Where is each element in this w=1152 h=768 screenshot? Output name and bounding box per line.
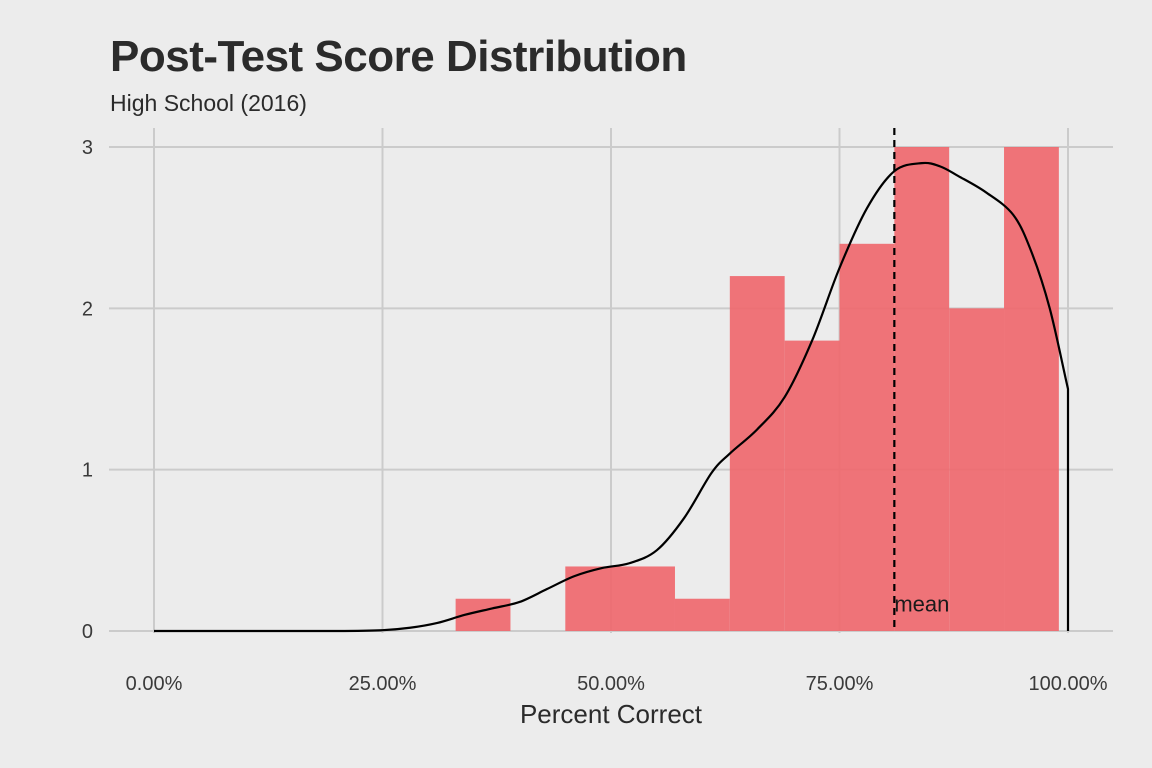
histogram-bar: [949, 308, 1005, 631]
x-tick-label: 25.00%: [349, 673, 417, 695]
mean-line-group: mean: [893, 128, 949, 631]
y-tick-label: 0: [82, 621, 93, 643]
x-tick-label: 50.00%: [577, 673, 645, 695]
y-tick-label: 3: [82, 137, 93, 159]
chart-subtitle: High School (2016): [110, 90, 307, 116]
x-tick-label: 100.00%: [1029, 673, 1108, 695]
x-axis-ticks: 0.00% 25.00% 50.00% 75.00% 100.00%: [126, 673, 1108, 695]
histogram-bar: [784, 340, 840, 631]
histogram-bar: [1004, 147, 1059, 631]
density-curve-group: [153, 161, 1070, 633]
histogram-bar: [894, 147, 950, 631]
y-tick-label: 2: [82, 298, 93, 320]
chart-title: Post-Test Score Distribution: [110, 32, 687, 81]
y-axis-ticks: 0 1 2 3: [82, 137, 93, 643]
y-tick-label: 1: [82, 460, 93, 482]
density-curve: [153, 161, 1070, 633]
x-tick-label: 75.00%: [806, 673, 874, 695]
x-tick-label: 0.00%: [126, 673, 183, 695]
histogram-bar: [674, 598, 730, 631]
histogram-bar: [839, 243, 895, 632]
mean-annotation: mean: [894, 592, 949, 617]
histogram-bars: [455, 147, 1059, 632]
histogram-bar: [729, 276, 785, 631]
x-axis-title: Percent Correct: [520, 699, 703, 729]
histogram-bar: [565, 566, 675, 631]
